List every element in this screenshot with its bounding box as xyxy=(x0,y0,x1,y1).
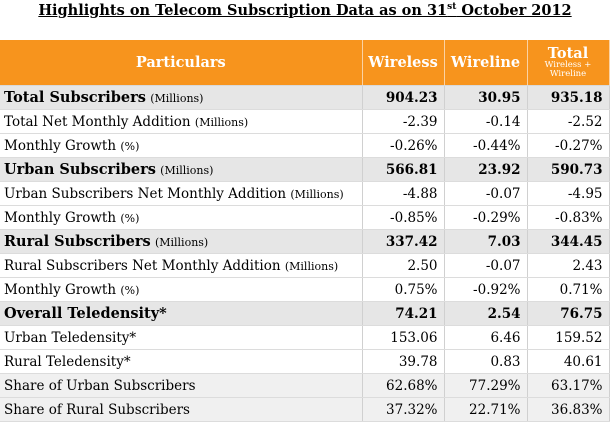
table-row: Total Net Monthly Addition (Millions) -2… xyxy=(0,109,610,134)
cell-total: -2.52 xyxy=(527,109,610,134)
cell-total: 40.61 xyxy=(527,349,610,374)
table-row: Share of Urban Subscribers 62.68% 77.29%… xyxy=(0,373,610,398)
table-row: Share of Rural Subscribers 37.32% 22.71%… xyxy=(0,397,610,422)
cell-wireless: -4.88 xyxy=(362,181,445,206)
page-title: Highlights on Telecom Subscription Data … xyxy=(0,0,610,28)
row-label: Rural Teledensity* xyxy=(0,349,363,374)
table-row: Monthly Growth (%) -0.85% -0.29% -0.83% xyxy=(0,205,610,230)
header-wireless: Wireless xyxy=(362,40,445,86)
cell-wireline: -0.44% xyxy=(444,133,528,158)
title-text: Highlights on Telecom Subscription Data … xyxy=(38,2,572,19)
header-total-sublabel: Wireless + Wireline xyxy=(544,60,592,79)
table-row: Overall Teledensity* 74.21 2.54 76.75 xyxy=(0,301,610,326)
cell-wireline: 22.71% xyxy=(444,397,528,422)
cell-wireline: -0.07 xyxy=(444,253,528,278)
row-label: Rural Subscribers Net Monthly Addition (… xyxy=(0,253,363,278)
cell-wireless: -2.39 xyxy=(362,109,445,134)
cell-total: 0.71% xyxy=(527,277,610,302)
header-particulars: Particulars xyxy=(0,40,363,86)
row-label: Monthly Growth (%) xyxy=(0,277,363,302)
cell-total: 159.52 xyxy=(527,325,610,350)
header-total: Total Wireless + Wireline xyxy=(527,40,610,86)
row-label: Total Subscribers (Millions) xyxy=(0,85,363,110)
cell-wireline: 77.29% xyxy=(444,373,528,398)
cell-total: -0.83% xyxy=(527,205,610,230)
cell-wireline: -0.92% xyxy=(444,277,528,302)
cell-wireline: 23.92 xyxy=(444,157,528,182)
row-label: Monthly Growth (%) xyxy=(0,133,363,158)
cell-wireless: 2.50 xyxy=(362,253,445,278)
cell-wireless: 74.21 xyxy=(362,301,445,326)
cell-wireline: -0.14 xyxy=(444,109,528,134)
cell-wireline: 6.46 xyxy=(444,325,528,350)
subscription-table: Particulars Wireless Wireline Total Wire… xyxy=(0,40,610,422)
table-row: Monthly Growth (%) -0.26% -0.44% -0.27% xyxy=(0,133,610,158)
row-label: Total Net Monthly Addition (Millions) xyxy=(0,109,363,134)
table-row: Urban Subscribers (Millions) 566.81 23.9… xyxy=(0,157,610,182)
cell-wireless: -0.26% xyxy=(362,133,445,158)
cell-wireless: 566.81 xyxy=(362,157,445,182)
cell-total: 344.45 xyxy=(527,229,610,254)
table-row: Monthly Growth (%) 0.75% -0.92% 0.71% xyxy=(0,277,610,302)
table-row: Rural Subscribers (Millions) 337.42 7.03… xyxy=(0,229,610,254)
cell-wireless: 62.68% xyxy=(362,373,445,398)
table-row: Total Subscribers (Millions) 904.23 30.9… xyxy=(0,85,610,110)
cell-total: 935.18 xyxy=(527,85,610,110)
header-wireline: Wireline xyxy=(444,40,528,86)
cell-wireline: -0.07 xyxy=(444,181,528,206)
table-row: Urban Teledensity* 153.06 6.46 159.52 xyxy=(0,325,610,350)
cell-wireline: 7.03 xyxy=(444,229,528,254)
cell-wireless: 39.78 xyxy=(362,349,445,374)
cell-total: -0.27% xyxy=(527,133,610,158)
row-label: Urban Subscribers Net Monthly Addition (… xyxy=(0,181,363,206)
cell-wireline: -0.29% xyxy=(444,205,528,230)
table-row: Urban Subscribers Net Monthly Addition (… xyxy=(0,181,610,206)
row-label: Urban Teledensity* xyxy=(0,325,363,350)
cell-wireless: 337.42 xyxy=(362,229,445,254)
cell-total: 590.73 xyxy=(527,157,610,182)
cell-wireline: 0.83 xyxy=(444,349,528,374)
table-row: Rural Subscribers Net Monthly Addition (… xyxy=(0,253,610,278)
row-label: Share of Rural Subscribers xyxy=(0,397,363,422)
table-header-row: Particulars Wireless Wireline Total Wire… xyxy=(0,40,610,86)
table-row: Rural Teledensity* 39.78 0.83 40.61 xyxy=(0,349,610,374)
cell-wireless: -0.85% xyxy=(362,205,445,230)
row-label: Rural Subscribers (Millions) xyxy=(0,229,363,254)
cell-total: 76.75 xyxy=(527,301,610,326)
cell-wireless: 904.23 xyxy=(362,85,445,110)
cell-wireless: 37.32% xyxy=(362,397,445,422)
header-total-label: Total xyxy=(547,45,589,62)
cell-wireless: 153.06 xyxy=(362,325,445,350)
cell-wireline: 30.95 xyxy=(444,85,528,110)
cell-total: 36.83% xyxy=(527,397,610,422)
row-label: Share of Urban Subscribers xyxy=(0,373,363,398)
cell-wireless: 0.75% xyxy=(362,277,445,302)
cell-wireline: 2.54 xyxy=(444,301,528,326)
row-label: Overall Teledensity* xyxy=(0,301,363,326)
row-label: Monthly Growth (%) xyxy=(0,205,363,230)
cell-total: -4.95 xyxy=(527,181,610,206)
cell-total: 2.43 xyxy=(527,253,610,278)
cell-total: 63.17% xyxy=(527,373,610,398)
row-label: Urban Subscribers (Millions) xyxy=(0,157,363,182)
